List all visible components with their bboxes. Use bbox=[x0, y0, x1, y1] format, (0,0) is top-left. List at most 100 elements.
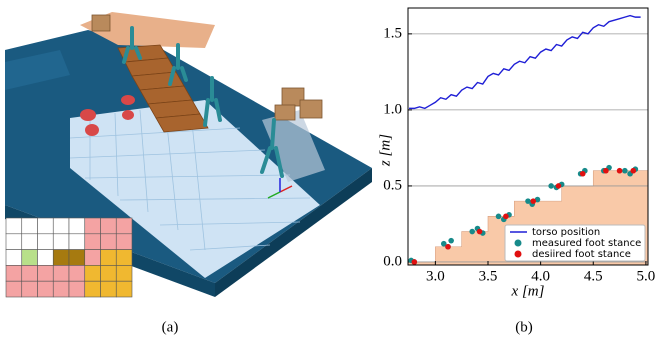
x-axis-label: x [m] bbox=[511, 283, 545, 299]
map-cell bbox=[37, 280, 54, 298]
robot bbox=[260, 118, 284, 178]
map-cell bbox=[37, 265, 54, 282]
map-cell bbox=[100, 233, 117, 250]
red-robot bbox=[85, 124, 99, 136]
point bbox=[603, 167, 609, 174]
legend-label: measured foot stance bbox=[532, 238, 641, 249]
point bbox=[445, 243, 451, 250]
map-cell bbox=[52, 265, 70, 282]
x-tick-label: 3.5 bbox=[479, 268, 498, 284]
red-robots bbox=[80, 95, 135, 136]
floor bbox=[70, 100, 320, 278]
map-cell bbox=[52, 249, 70, 266]
step bbox=[155, 113, 209, 133]
x-tick-label: 5.0 bbox=[637, 268, 656, 284]
chart: 0.0 0.5 1.0 1.5 3.0 3.5 4.0 4.5 5.0 x [m] z [m] tor… bbox=[377, 7, 656, 299]
grid bbox=[114, 112, 119, 197]
map-cell bbox=[84, 233, 101, 250]
legend-label: torso position bbox=[532, 227, 600, 238]
red-robot bbox=[80, 109, 96, 121]
point bbox=[469, 228, 476, 235]
platform-side bbox=[215, 168, 372, 297]
grid bbox=[69, 149, 266, 159]
point bbox=[495, 213, 502, 220]
map-cell bbox=[52, 217, 70, 235]
walking-robots bbox=[122, 26, 284, 178]
map-cell bbox=[100, 249, 117, 266]
legend-label: desiired foot stance bbox=[532, 249, 631, 260]
map-cell bbox=[84, 265, 101, 282]
map-cell bbox=[115, 265, 133, 282]
robot bbox=[203, 76, 222, 127]
upper-deck bbox=[80, 12, 215, 48]
point bbox=[616, 167, 623, 174]
plot-frame bbox=[407, 7, 649, 266]
point bbox=[440, 240, 447, 247]
gizmo-y bbox=[267, 191, 281, 199]
legend-box bbox=[504, 224, 646, 262]
map-cell bbox=[115, 217, 133, 235]
box bbox=[299, 99, 323, 119]
map-cell bbox=[100, 217, 117, 235]
panel-label: (b) bbox=[515, 319, 533, 335]
map-cell bbox=[5, 233, 23, 250]
axes-gizmo bbox=[267, 178, 293, 199]
map-cell bbox=[5, 280, 23, 298]
map-cell bbox=[5, 217, 23, 235]
map-cell bbox=[21, 280, 38, 298]
map-cell bbox=[100, 280, 117, 298]
map-cell bbox=[115, 280, 133, 298]
grid bbox=[119, 197, 311, 201]
grid bbox=[69, 127, 241, 139]
glass-wall bbox=[262, 110, 325, 182]
map-cell bbox=[21, 233, 38, 250]
grid bbox=[84, 174, 291, 179]
map-cell bbox=[37, 249, 54, 266]
map-cell bbox=[37, 233, 54, 250]
point bbox=[579, 170, 586, 177]
platform-ledge bbox=[5, 50, 70, 90]
map-cell bbox=[115, 233, 133, 250]
y-axis-label: z [m] bbox=[377, 134, 393, 167]
point bbox=[555, 183, 562, 189]
map-cell bbox=[68, 249, 86, 266]
map-cell bbox=[68, 233, 86, 250]
map-cell bbox=[84, 217, 101, 235]
map-cell bbox=[100, 265, 117, 282]
map-cell bbox=[84, 280, 101, 298]
grid bbox=[139, 109, 149, 213]
x-tick-label: 3.0 bbox=[426, 268, 445, 284]
point bbox=[630, 167, 637, 174]
red-robot bbox=[121, 95, 135, 105]
y-tick-label: 0.0 bbox=[383, 253, 402, 269]
legend-swatch bbox=[514, 250, 522, 258]
map-cell bbox=[21, 249, 38, 266]
point bbox=[503, 213, 509, 220]
map-cell bbox=[68, 217, 86, 235]
x-tick-label: 4.0 bbox=[531, 268, 550, 284]
map-cell bbox=[21, 265, 38, 282]
box bbox=[91, 14, 111, 32]
point bbox=[534, 196, 541, 203]
grid bbox=[159, 221, 301, 226]
point bbox=[525, 198, 531, 204]
point bbox=[476, 228, 483, 235]
grid-map bbox=[5, 217, 133, 298]
gizmo-x bbox=[279, 185, 293, 193]
boxes bbox=[91, 14, 323, 121]
box bbox=[274, 104, 296, 121]
map-cell bbox=[21, 217, 38, 235]
point bbox=[530, 198, 537, 204]
point bbox=[548, 183, 554, 189]
map-cell bbox=[68, 280, 86, 298]
point bbox=[411, 259, 418, 265]
series-line bbox=[409, 14, 641, 110]
map-cell bbox=[84, 249, 101, 266]
robot bbox=[122, 26, 142, 64]
map-cell bbox=[68, 265, 86, 282]
map-cell bbox=[5, 249, 23, 266]
map-cell bbox=[115, 249, 133, 266]
point bbox=[448, 237, 454, 244]
x-tick-label: 4.5 bbox=[584, 268, 603, 284]
